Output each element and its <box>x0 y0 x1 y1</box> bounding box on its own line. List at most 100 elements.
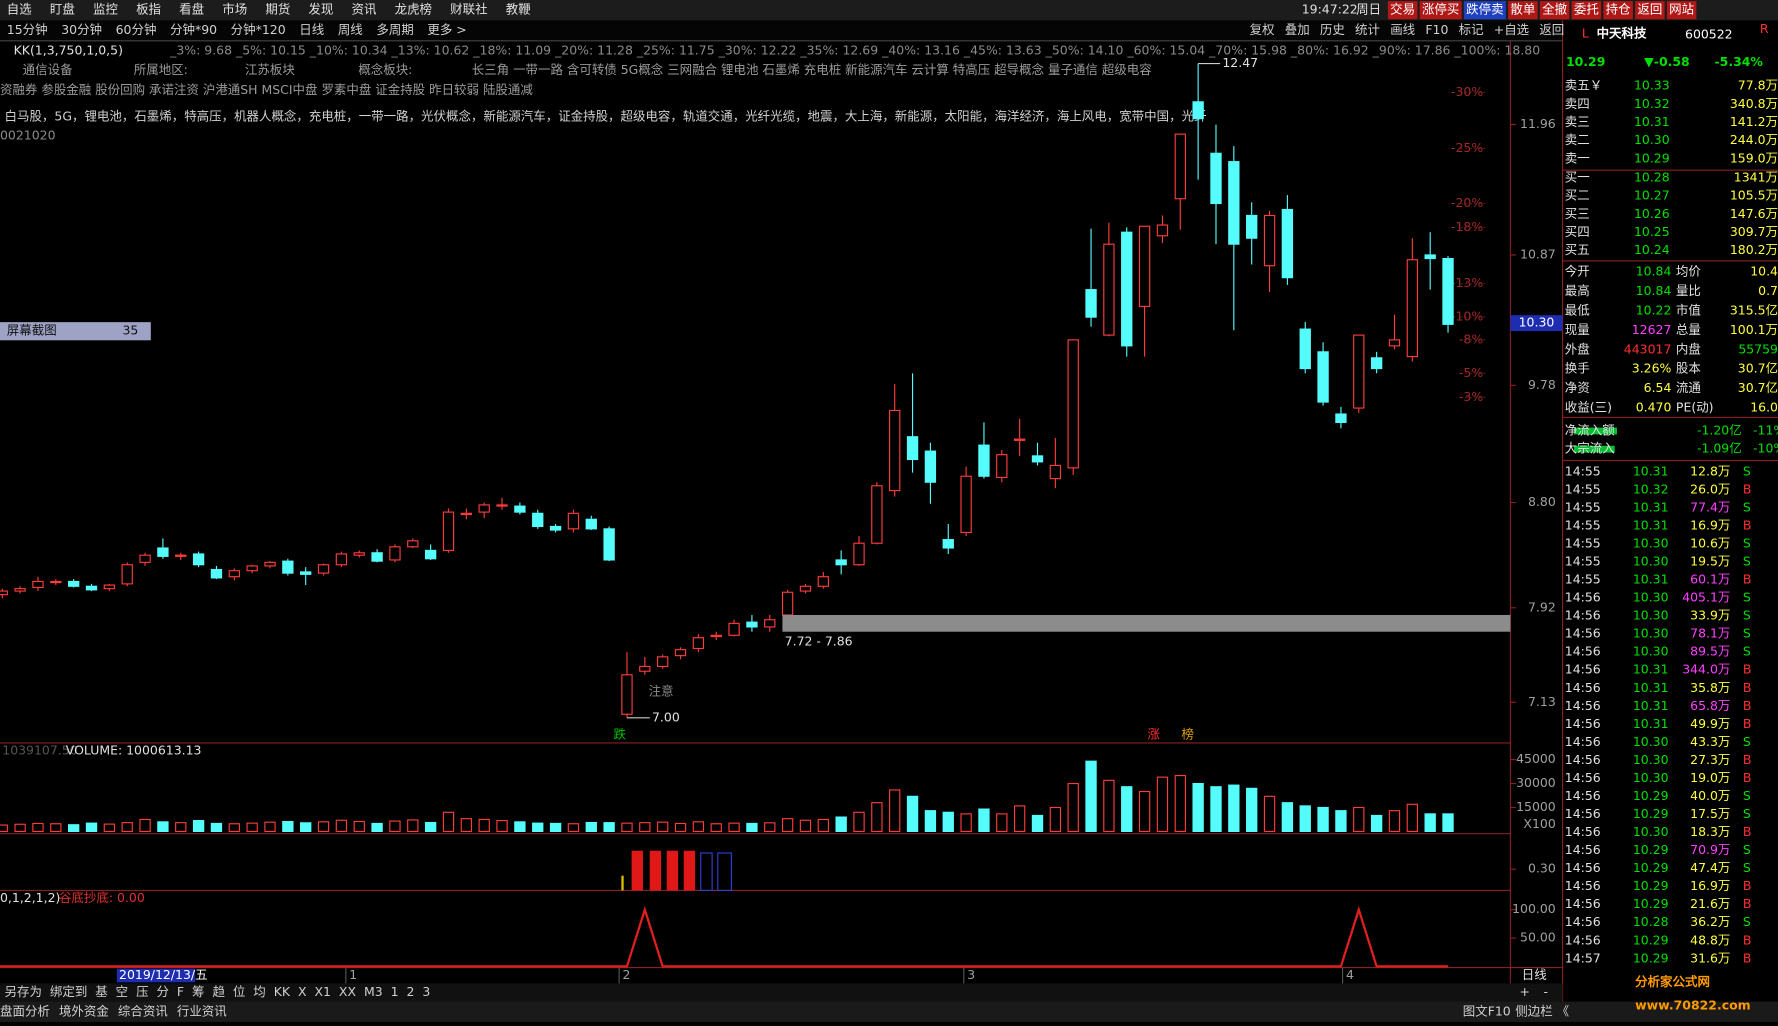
candle-body <box>317 564 330 574</box>
tool-item[interactable]: F10 <box>1425 22 1448 37</box>
bottom-tool[interactable]: 基 <box>95 984 108 999</box>
bottom-tool[interactable]: 均 <box>253 984 265 999</box>
bottom-tool[interactable]: X <box>298 984 307 999</box>
trade-button[interactable]: 散单 <box>1510 2 1535 17</box>
tick-side: S <box>1743 788 1751 803</box>
tick-side: S <box>1743 734 1751 749</box>
bottom-tool[interactable]: X1 <box>315 984 331 999</box>
menu-item[interactable]: 板指 <box>136 2 161 17</box>
flag: R <box>1760 21 1769 36</box>
candle-body <box>1317 351 1329 403</box>
volume-bar <box>1138 790 1151 833</box>
tick-price: 10.29 <box>1633 842 1669 857</box>
bottom-tool[interactable]: 绑定到 <box>50 984 87 999</box>
screenshot-tag[interactable] <box>0 322 151 341</box>
period-item[interactable]: 更多 > <box>427 22 466 37</box>
menu-item[interactable]: 财联社 <box>450 2 487 17</box>
bottom-tool[interactable]: 压 <box>136 984 148 999</box>
menu-item[interactable]: 看盘 <box>179 2 204 17</box>
volume-bar <box>1263 795 1276 833</box>
book-volume: 147.6万 <box>1730 206 1778 221</box>
menu-item[interactable]: 龙虎榜 <box>395 2 432 17</box>
bottom-tool[interactable]: 分 <box>157 984 169 999</box>
trade-button[interactable]: 委托 <box>1574 2 1599 17</box>
tick-time: 14:56 <box>1565 806 1601 821</box>
stat-value: 0.470 <box>1636 400 1672 415</box>
trade-button-bg <box>1666 1 1697 20</box>
bottom-right[interactable]: 侧边栏 《 <box>1515 1003 1569 1018</box>
period-item[interactable]: 分钟*90 <box>170 22 217 37</box>
trade-button[interactable]: 返回 <box>1637 2 1662 17</box>
bottom-tool[interactable]: 另存为 <box>5 984 42 999</box>
period-item[interactable]: 30分钟 <box>61 22 102 37</box>
tick-side: B <box>1743 896 1752 911</box>
tool-item[interactable]: 标记 <box>1459 22 1484 37</box>
tick-side: B <box>1743 770 1752 785</box>
zoom-button[interactable]: - <box>1544 984 1548 999</box>
tool-item[interactable]: 历史 <box>1320 22 1345 37</box>
candle-body <box>371 552 383 562</box>
stat-value: 315.5亿 <box>1730 303 1778 318</box>
tool-item[interactable]: +自选 <box>1494 22 1530 37</box>
candle-body <box>621 674 633 715</box>
stat-value: 0.7 <box>1758 283 1778 298</box>
bottom-right[interactable]: 图文F10 <box>1463 1003 1511 1018</box>
menu-item[interactable]: 资讯 <box>352 2 377 17</box>
candle-body <box>746 621 758 628</box>
bottom-tool[interactable]: 3 <box>422 984 430 999</box>
bottom-tool[interactable]: 趋 <box>212 984 225 999</box>
bottom-tool[interactable]: 1 <box>391 984 399 999</box>
menu-item[interactable]: 发现 <box>308 2 333 17</box>
tick-volume: 70.9万 <box>1690 842 1730 857</box>
period-item[interactable]: 日线 <box>299 22 324 37</box>
zoom-button[interactable]: + <box>1519 984 1529 999</box>
bottom-tool[interactable]: 2 <box>406 984 414 999</box>
bottom-tool[interactable]: XX <box>339 984 357 999</box>
bottom-tab[interactable]: 综合资讯 <box>118 1003 168 1018</box>
volume-bar <box>1335 810 1347 833</box>
bottom-tool[interactable]: M3 <box>364 984 383 999</box>
menu-item[interactable]: 市场 <box>222 2 247 17</box>
bottom-tab[interactable]: 盘面分析 <box>0 1003 50 1018</box>
trade-button[interactable]: 跌停卖 <box>1466 2 1503 17</box>
tick-time: 14:56 <box>1565 932 1601 947</box>
menu-item[interactable]: 期货 <box>265 2 290 17</box>
bottom-tab[interactable]: 行业资讯 <box>177 1003 227 1018</box>
book-volume: 141.2万 <box>1730 114 1778 129</box>
period-item[interactable]: 15分钟 <box>7 22 48 37</box>
screenshot-label[interactable]: 屏幕截图 <box>7 323 57 338</box>
menu-item[interactable]: 教鞭 <box>506 2 531 17</box>
book-price: 10.28 <box>1634 170 1670 185</box>
period-item[interactable]: 分钟*120 <box>231 22 286 37</box>
trade-button[interactable]: 网站 <box>1669 2 1694 17</box>
tool-item[interactable]: 叠加 <box>1285 22 1310 37</box>
screenshot-count[interactable]: 35 <box>122 323 138 338</box>
menu-item[interactable]: 监控 <box>93 2 118 17</box>
trade-button[interactable]: 持仓 <box>1606 2 1631 17</box>
bottom-tab[interactable]: 境外资金 <box>59 1003 109 1018</box>
menu-item[interactable]: 盯盘 <box>50 2 75 17</box>
trade-button[interactable]: 交易 <box>1390 2 1415 17</box>
bottom-tool[interactable]: 空 <box>116 984 128 999</box>
tool-item[interactable]: 画线 <box>1390 22 1415 37</box>
bottom-tool[interactable]: KK <box>274 984 291 999</box>
tick-volume: 344.0万 <box>1682 662 1730 677</box>
trade-button[interactable]: 涨停买 <box>1422 2 1459 17</box>
tick-price: 10.29 <box>1633 788 1669 803</box>
stat-label: 换手 <box>1565 361 1590 376</box>
stat-value: 6.54 <box>1644 380 1672 395</box>
menu-item[interactable]: 自选 <box>7 2 32 17</box>
tool-item[interactable]: 统计 <box>1355 22 1380 37</box>
tool-item[interactable]: 复权 <box>1250 22 1275 37</box>
bottom-tool[interactable]: 筹 <box>192 984 204 999</box>
period-item[interactable]: 周线 <box>338 22 363 37</box>
tool-item[interactable]: 返回 <box>1539 22 1564 37</box>
volume-bar <box>121 822 133 833</box>
y-tick-label: 7.13 <box>1528 694 1556 709</box>
trade-button[interactable]: 全撤 <box>1542 2 1567 17</box>
bottom-tool[interactable]: 位 <box>233 984 245 999</box>
period-item[interactable]: 多周期 <box>376 22 413 37</box>
bottom-tool[interactable]: F <box>177 984 184 999</box>
period-item[interactable]: 60分钟 <box>116 22 157 37</box>
tick-price: 10.30 <box>1633 770 1669 785</box>
